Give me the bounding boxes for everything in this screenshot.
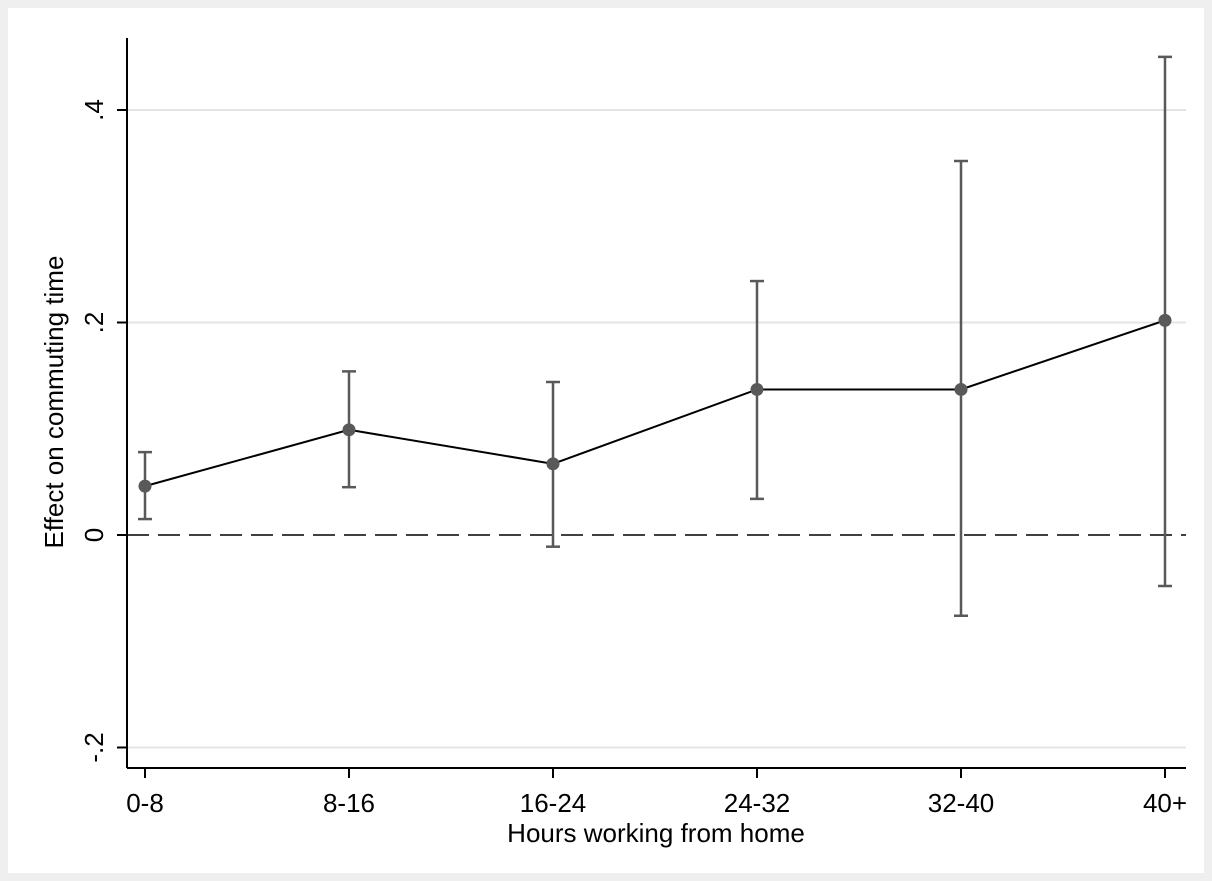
y-tick-label-2: .2 [79,312,109,334]
x-tick-label-0: 0-8 [126,788,164,818]
data-point-5 [1158,313,1172,327]
data-point-0 [138,479,152,493]
y-axis-title: Effect on commuting time [39,256,69,549]
data-point-1 [342,423,356,437]
x-tick-label-1: 8-16 [323,788,375,818]
x-ticks: 0-8 8-16 16-24 24-32 32-40 40+ [126,768,1187,818]
x-axis-title: Hours working from home [507,818,805,848]
data-markers [138,313,1172,493]
plot-background [8,8,1204,873]
x-tick-label-5: 40+ [1143,788,1187,818]
y-ticks: -.2 0 .2 .4 [79,99,127,763]
x-tick-label-2: 16-24 [520,788,587,818]
gridlines [127,109,1186,749]
data-point-2 [546,457,560,471]
x-tick-label-4: 32-40 [928,788,995,818]
data-point-4 [954,382,968,396]
y-tick-label-0: -.2 [79,732,109,762]
series-line [144,319,1166,488]
data-point-3 [750,382,764,396]
x-tick-label-3: 24-32 [724,788,791,818]
y-tick-label-1: 0 [79,528,109,542]
y-tick-label-3: .4 [79,99,109,121]
